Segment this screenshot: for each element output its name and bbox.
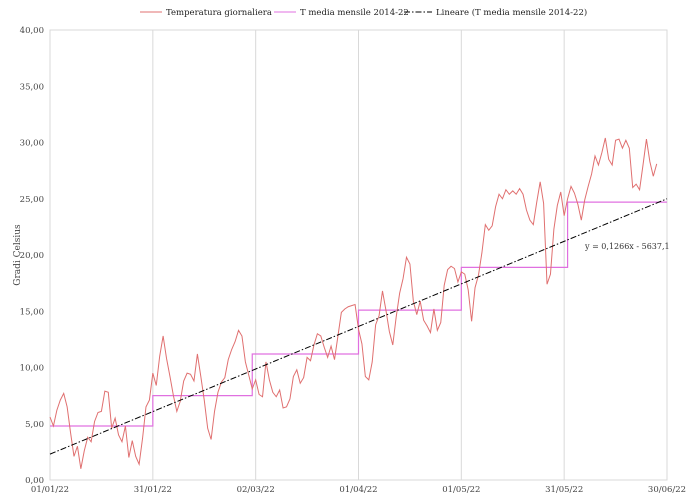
legend-label-trend: Lineare (T media mensile 2014-22)	[436, 7, 587, 18]
y-tick-label: 0,00	[25, 476, 44, 486]
x-tick-label: 31/01/22	[134, 485, 172, 495]
x-tick-label: 01/04/22	[339, 485, 377, 495]
trend-equation: y = 0,1266x - 5637,1	[584, 242, 670, 251]
y-tick-label: 15,00	[20, 307, 44, 317]
y-axis-ticks: 0,00 5,00 10,00 15,00 20,00 25,00 30,00 35,00 40…	[20, 26, 44, 486]
legend: Temperatura giornaliera T media mensile …	[140, 7, 587, 18]
x-tick-label: 31/05/22	[545, 485, 583, 495]
y-tick-label: 20,00	[20, 251, 44, 261]
series-daily-temperature	[49, 137, 658, 469]
y-tick-label: 40,00	[20, 26, 44, 36]
y-tick-label: 30,00	[20, 139, 44, 149]
series-layer	[49, 137, 668, 469]
y-tick-label: 10,00	[20, 364, 44, 374]
y-tick-label: 35,00	[20, 82, 44, 92]
x-tick-label: 30/06/22	[648, 485, 686, 495]
series-monthly-mean	[50, 201, 667, 427]
y-tick-label: 25,00	[20, 195, 44, 205]
legend-label-monthly: T media mensile 2014-22	[300, 8, 409, 18]
x-axis-ticks: 01/01/22 31/01/22 02/03/22 01/04/22 01/05/22…	[31, 485, 686, 495]
y-tick-label: 5,00	[25, 420, 44, 430]
x-tick-label: 01/01/22	[31, 485, 69, 495]
x-tick-label: 02/03/22	[237, 485, 275, 495]
y-axis-title: Gradi Celsius	[13, 224, 23, 286]
legend-label-daily: Temperatura giornaliera	[166, 8, 272, 18]
series-linear-trend	[49, 198, 668, 455]
x-tick-label: 01/05/22	[442, 485, 480, 495]
